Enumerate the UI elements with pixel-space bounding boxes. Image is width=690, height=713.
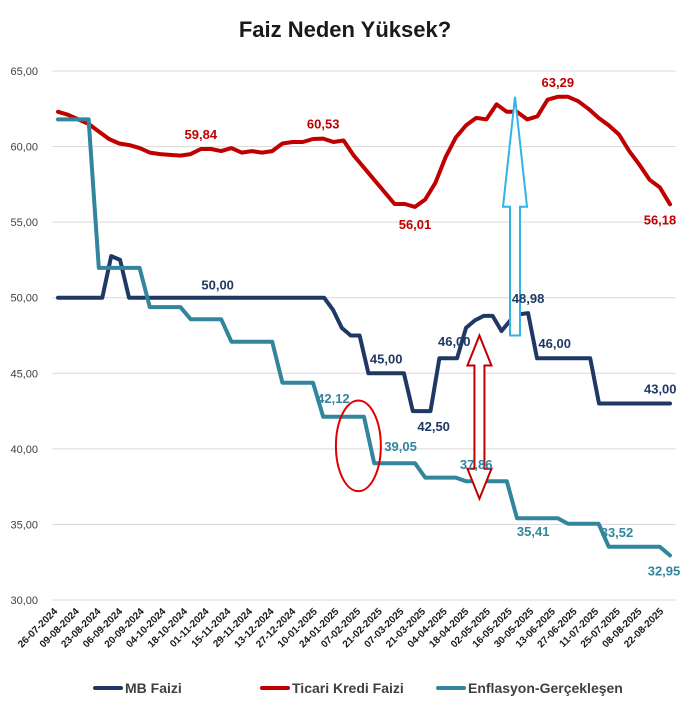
data-label: 48,98 — [512, 291, 545, 306]
data-label: 35,41 — [517, 524, 550, 539]
legend-label: MB Faizi — [125, 680, 182, 696]
y-tick-label: 35,00 — [10, 519, 38, 531]
enflasyon-line — [56, 117, 672, 558]
data-label: 42,12 — [317, 391, 350, 406]
legend-label: Enflasyon-Gerçekleşen — [468, 680, 623, 696]
y-tick-label: 50,00 — [10, 293, 38, 305]
y-tick-label: 65,00 — [10, 66, 38, 78]
data-label: 46,00 — [438, 334, 471, 349]
y-tick-label: 40,00 — [10, 444, 38, 456]
red-double-arrow — [465, 332, 493, 502]
data-label: 63,29 — [542, 75, 575, 90]
mb-faizi-line — [56, 254, 672, 414]
blue-up-arrow — [501, 96, 529, 337]
legend: MB Faizi Ticari Kredi Faizi Enflasyon-Gerç… — [93, 680, 623, 696]
ticari-kredi-faizi-line — [56, 94, 672, 209]
legend-label: Ticari Kredi Faizi — [292, 680, 404, 696]
data-label: 33,52 — [601, 525, 634, 540]
y-tick-label: 60,00 — [10, 142, 38, 154]
data-label: 32,95 — [648, 563, 681, 578]
data-label: 56,18 — [644, 212, 677, 227]
data-label: 37,86 — [460, 457, 493, 472]
data-label: 60,53 — [307, 117, 340, 132]
x-axis-ticks: 26-07-202409-08-202423-08-202406-09-2024… — [16, 606, 666, 650]
data-label: 43,00 — [644, 382, 677, 397]
data-label: 56,01 — [399, 217, 432, 232]
data-label: 39,05 — [384, 439, 417, 454]
y-tick-label: 30,00 — [10, 595, 38, 607]
data-label: 45,00 — [370, 351, 403, 366]
y-tick-label: 55,00 — [10, 217, 38, 229]
highlight-circle — [334, 399, 382, 493]
chart-title: Faiz Neden Yüksek? — [239, 17, 451, 42]
y-tick-label: 45,00 — [10, 368, 38, 380]
data-label: 42,50 — [417, 419, 450, 434]
annotation-layer — [334, 96, 529, 502]
data-label: 50,00 — [201, 278, 234, 293]
data-label: 59,84 — [185, 127, 218, 142]
data-label: 46,00 — [538, 336, 571, 351]
y-axis-ticks: 30,00 35,00 40,00 45,00 50,00 55,00 60,00 65,00 — [10, 66, 38, 607]
data-label-layer: 50,00 45,00 42,50 46,00 48,98 46,00 43,00 59,84… — [185, 75, 681, 579]
series-layer — [56, 94, 672, 558]
